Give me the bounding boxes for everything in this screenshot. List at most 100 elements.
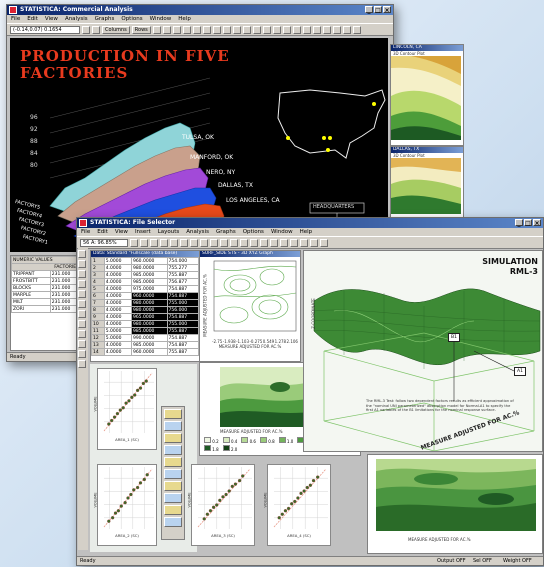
menu-file[interactable]: File [11,16,21,22]
palette-button[interactable] [78,360,86,368]
toolbar-button[interactable] [160,238,168,247]
toolbar-button[interactable] [190,238,198,247]
toolbar-button[interactable] [180,238,188,247]
simulation-panel[interactable]: SIMULATION RML-3 B1 A1 Z-COORDINATE MEA [303,250,543,452]
spreadsheet-row[interactable]: 6 4.0000 960.0000 754.887 [91,292,199,300]
spreadsheet-cell[interactable]: 975.0000 [130,285,168,293]
menu-edit[interactable]: Edit [27,16,38,22]
row-number[interactable]: 8 [91,306,105,314]
palette-button[interactable] [78,330,86,338]
spreadsheet-row[interactable]: 3 4.0000 985.0000 755.887 [91,271,199,279]
toolbar-button[interactable] [222,25,231,34]
spreadsheet-cell[interactable]: 4.0000 [103,292,132,300]
back-window-titlebar[interactable]: STATISTICA: Commercial Analysis _ □ × [7,5,393,15]
spreadsheet-cell[interactable]: 980.0000 [130,299,168,307]
spreadsheet-row[interactable]: 1 5.0000 960.0000 754.000 [91,257,199,265]
menu-graphs[interactable]: Graphs [215,229,236,235]
menu-insert[interactable]: Insert [134,229,151,235]
floating-tool-button[interactable] [164,409,182,419]
front-window-titlebar[interactable]: STATISTICA: File Selector _ □ × [77,218,543,228]
floating-tool-button[interactable] [164,481,182,491]
spreadsheet-cell[interactable]: 756.000 [166,306,199,314]
toolbar-button[interactable] [212,25,221,34]
menu-edit[interactable]: Edit [97,229,108,235]
maximize-button[interactable]: □ [524,219,532,227]
close-button[interactable]: × [533,219,541,227]
spreadsheet-cell[interactable]: 4.0000 [103,306,132,314]
spreadsheet-cell[interactable]: 4.0000 [103,264,132,272]
row-number[interactable]: 4 [91,278,105,286]
spreadsheet-cell[interactable]: 980.0000 [130,320,168,328]
row-number[interactable]: 7 [91,299,105,307]
spreadsheet-cell[interactable]: 755.887 [166,271,199,279]
toolbar-button[interactable] [252,25,261,34]
scatter-plot[interactable]: AREA_4 (SC) VOLUME [264,464,331,546]
row-number[interactable]: 10 [91,320,105,328]
spreadsheet-row[interactable]: 2 4.0000 980.0000 755.277 [91,264,199,272]
spreadsheet-cell[interactable]: 755.277 [166,264,199,272]
spreadsheet-cell[interactable]: 980.0000 [130,264,168,272]
spreadsheet-cell[interactable]: 4.0000 [103,313,132,321]
scatter-plot[interactable]: AREA_1 (SC) VOLUME [94,368,157,450]
floating-tool-button[interactable] [164,493,182,503]
toolbar-button[interactable] [290,238,298,247]
side-contour-panel-dallas[interactable]: DALLAS, TX 3D Contour Plot [390,146,464,220]
contour-panel[interactable]: SURF_SIDE STS - 3D XYZ Graph -2.75 -1.93… [199,250,301,362]
palette-button[interactable] [78,350,86,358]
spreadsheet-row[interactable]: 13 4.0000 985.0000 754.887 [91,341,199,349]
spreadsheet-cell[interactable]: 990.0000 [130,334,168,342]
spreadsheet-cell[interactable]: 960.0000 [130,348,168,356]
toolbar-button[interactable] [140,238,148,247]
menu-view[interactable]: View [44,16,58,22]
spreadsheet-cell[interactable]: 980.0000 [130,306,168,314]
row-number[interactable]: 11 [91,327,105,335]
toolbar-button[interactable] [342,25,351,34]
toolbar-button[interactable] [170,238,178,247]
menu-file[interactable]: File [81,229,91,235]
spreadsheet-cell[interactable]: 754.000 [166,257,199,265]
spreadsheet-cell[interactable]: 4.0000 [103,299,132,307]
row-number[interactable]: 12 [91,334,105,342]
spreadsheet-cell[interactable]: 985.0000 [130,278,168,286]
spreadsheet-cell[interactable]: 756.877 [166,278,199,286]
floating-tool-button[interactable] [164,517,182,527]
spreadsheet-cell[interactable]: 4.0000 [103,285,132,293]
spreadsheet-cell[interactable]: 4.0000 [103,320,132,328]
spreadsheet-cell[interactable]: 755.000 [166,320,199,328]
palette-button[interactable] [78,250,86,258]
toolbar-button[interactable] [240,238,248,247]
sheet-cell[interactable]: MILT [11,298,51,306]
menu-view[interactable]: View [114,229,128,235]
toolbar-button[interactable] [250,238,258,247]
spreadsheet-cell[interactable]: 5.0000 [103,327,132,335]
toolbar-button[interactable] [292,25,301,34]
toolbar-button[interactable] [162,25,171,34]
bottom-contour-panel[interactable]: MEASURE ADJUSTED FOR AC.% [367,454,543,554]
toolbar-button[interactable] [280,238,288,247]
toolbar-button[interactable] [242,25,251,34]
spreadsheet-row[interactable]: 8 4.0000 980.0000 756.000 [91,306,199,314]
row-number[interactable]: 13 [91,341,105,349]
spreadsheet-cell[interactable]: 754.887 [166,313,199,321]
scatter-plot[interactable]: AREA_3 (SC) VOLUME [188,464,255,546]
palette-button[interactable] [78,290,86,298]
palette-button[interactable] [78,260,86,268]
spreadsheet-cell[interactable]: 4.0000 [103,278,132,286]
toolbar-button[interactable] [172,25,181,34]
palette-button[interactable] [78,280,86,288]
spreadsheet-cell[interactable]: 4.0000 [103,348,132,356]
menu-window[interactable]: Window [270,229,293,235]
menu-analysis[interactable]: Analysis [64,16,88,22]
menu-options[interactable]: Options [242,229,264,235]
spreadsheet-row[interactable]: 4 4.0000 985.0000 756.877 [91,278,199,286]
floating-tool-button[interactable] [164,433,182,443]
spreadsheet-cell[interactable]: 755.887 [166,327,199,335]
spreadsheet-cell[interactable]: 4.0000 [103,341,132,349]
toolbar-button[interactable] [200,238,208,247]
coordinate-field[interactable]: (-0.14,0.07) 0.1654 [10,25,80,34]
toolbar-button[interactable] [82,25,90,34]
palette-button[interactable] [78,310,86,318]
spreadsheet-row[interactable]: 14 4.0000 960.0000 755.887 [91,348,199,356]
sheet-cell[interactable]: TRIPPANT [11,270,51,278]
